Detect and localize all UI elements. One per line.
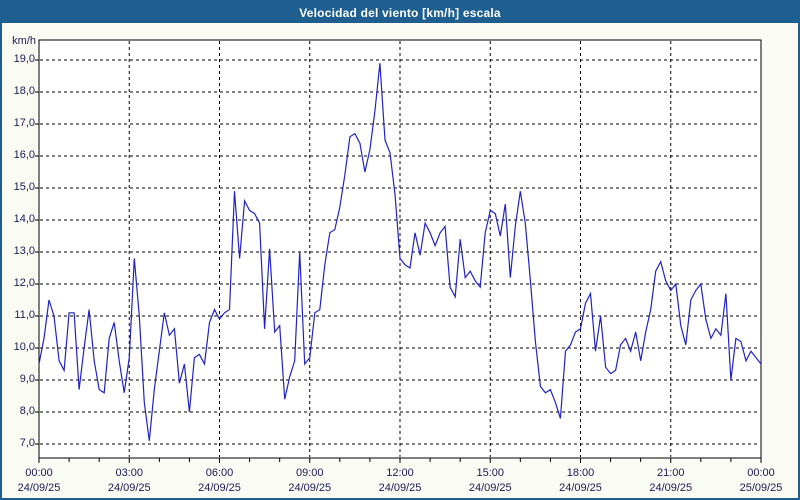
x-tick-time-label: 15:00 (476, 467, 505, 479)
x-tick-date-label: 24/09/25 (107, 482, 151, 494)
title-bar: Velocidad del viento [km/h] escala (2, 2, 798, 23)
x-tick-time-label: 18:00 (566, 467, 595, 479)
wind-speed-chart: km/h 19,0 18,0 17,0 16,0 15,0 14,0 13,0 12,0 11,… (2, 23, 798, 498)
x-tick-time-label: 00:00 (747, 467, 775, 479)
y-tick-label: 12,0 (13, 277, 35, 289)
x-tick-date-label: 25/09/25 (739, 482, 783, 494)
y-tick-label: 15,0 (13, 181, 35, 193)
y-tick-label: 18,0 (13, 85, 35, 97)
x-tick-date-label: 24/09/25 (559, 482, 602, 494)
x-tick-date-label: 24/09/25 (288, 482, 332, 494)
y-tick-label: 17,0 (13, 117, 35, 129)
x-tick-date-label: 24/09/25 (468, 482, 512, 494)
y-tick-label: 13,0 (13, 245, 35, 257)
y-tick-label: 9,0 (19, 373, 35, 385)
x-tick-date-label: 24/09/25 (649, 482, 693, 494)
y-tick-label: 8,0 (19, 405, 35, 417)
window-title: Velocidad del viento [km/h] escala (299, 5, 501, 20)
x-tick-date-label: 24/09/25 (198, 482, 241, 494)
x-tick-date-label: 24/09/25 (17, 482, 61, 494)
y-tick-label: 10,0 (13, 341, 35, 353)
y-tick-label: 14,0 (13, 213, 35, 225)
x-tick-date-label: 24/09/25 (378, 482, 422, 494)
x-tick-time-label: 00:00 (25, 467, 53, 479)
y-tick-label: 19,0 (13, 53, 35, 65)
x-tick-time-label: 09:00 (295, 467, 324, 479)
x-tick-time-label: 06:00 (205, 467, 234, 479)
y-axis-unit-label: km/h (12, 35, 36, 47)
x-tick-time-label: 12:00 (386, 467, 414, 479)
wind-speed-series-line (38, 63, 762, 441)
x-tick-time-label: 21:00 (656, 467, 685, 479)
x-tick-time-label: 03:00 (115, 467, 144, 479)
plot-svg (35, 39, 762, 463)
y-tick-label: 7,0 (19, 437, 35, 449)
y-tick-label: 16,0 (13, 149, 35, 161)
y-tick-label: 11,0 (14, 309, 35, 321)
